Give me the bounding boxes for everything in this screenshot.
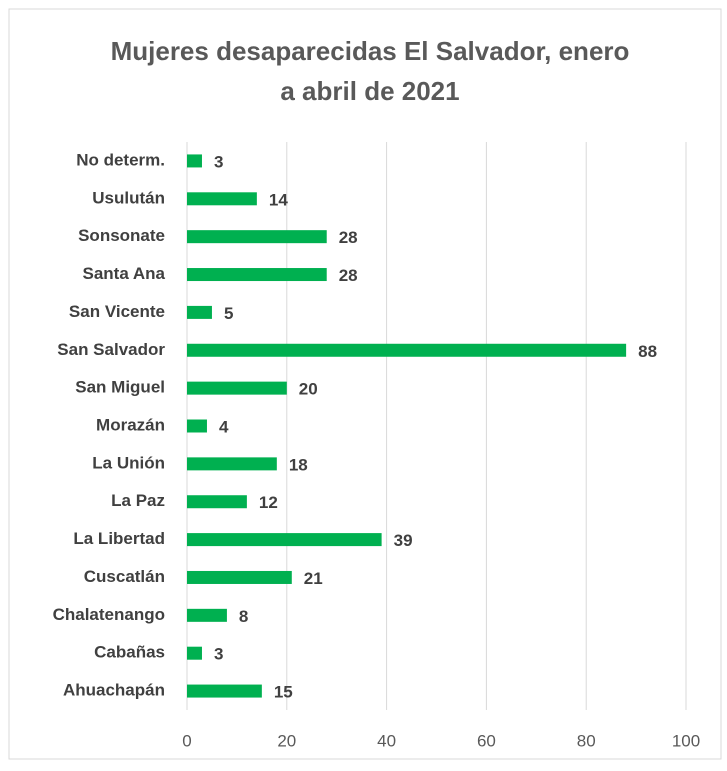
y-tick-label: San Salvador: [57, 340, 165, 359]
value-label: 28: [339, 228, 358, 247]
bar: [187, 684, 262, 698]
value-label: 12: [259, 493, 278, 512]
value-label: 8: [239, 607, 248, 626]
x-tick-label: 20: [277, 731, 296, 750]
bar: [187, 154, 202, 168]
value-label: 5: [224, 304, 233, 323]
bar: [187, 419, 207, 433]
bar: [187, 608, 227, 622]
y-tick-label: San Vicente: [69, 302, 165, 321]
y-tick-label: San Miguel: [75, 378, 165, 397]
value-label: 18: [289, 455, 308, 474]
value-label: 3: [214, 645, 223, 664]
value-label: 15: [274, 683, 293, 702]
value-label: 3: [214, 152, 223, 171]
bar: [187, 570, 292, 584]
y-tick-label: No determ.: [76, 150, 165, 169]
bar: [187, 533, 382, 547]
x-tick-label: 100: [672, 731, 700, 750]
bar: [187, 305, 212, 319]
y-tick-label: La Paz: [111, 491, 165, 510]
bar: [187, 268, 327, 282]
y-tick-label: Usulután: [92, 188, 165, 207]
chart-title: a abril de 2021: [280, 76, 459, 106]
value-label: 28: [339, 266, 358, 285]
bar: [187, 495, 247, 509]
bar: [187, 230, 327, 244]
value-label: 20: [299, 380, 318, 399]
bar: [187, 457, 277, 471]
bar: [187, 381, 287, 395]
y-tick-label: La Libertad: [73, 529, 165, 548]
value-label: 14: [269, 190, 288, 209]
chart-title: Mujeres desaparecidas El Salvador, enero: [111, 36, 630, 66]
value-label: 88: [638, 342, 657, 361]
y-tick-label: Sonsonate: [78, 226, 165, 245]
value-label: 21: [304, 569, 323, 588]
y-tick-label: Santa Ana: [82, 264, 165, 283]
x-tick-label: 60: [477, 731, 496, 750]
x-tick-label: 80: [577, 731, 596, 750]
bar: [187, 192, 257, 206]
y-tick-label: Cuscatlán: [84, 567, 165, 586]
x-tick-label: 40: [377, 731, 396, 750]
value-label: 4: [219, 417, 229, 436]
value-label: 39: [394, 531, 413, 550]
y-tick-label: La Unión: [92, 453, 165, 472]
y-tick-label: Chalatenango: [53, 605, 165, 624]
bar: [187, 343, 627, 357]
y-tick-label: Ahuachapán: [63, 681, 165, 700]
chart-frame: [8, 8, 722, 760]
y-tick-label: Morazán: [96, 415, 165, 434]
y-tick-label: Cabañas: [94, 643, 165, 662]
bar: [187, 646, 202, 660]
x-tick-label: 0: [182, 731, 191, 750]
